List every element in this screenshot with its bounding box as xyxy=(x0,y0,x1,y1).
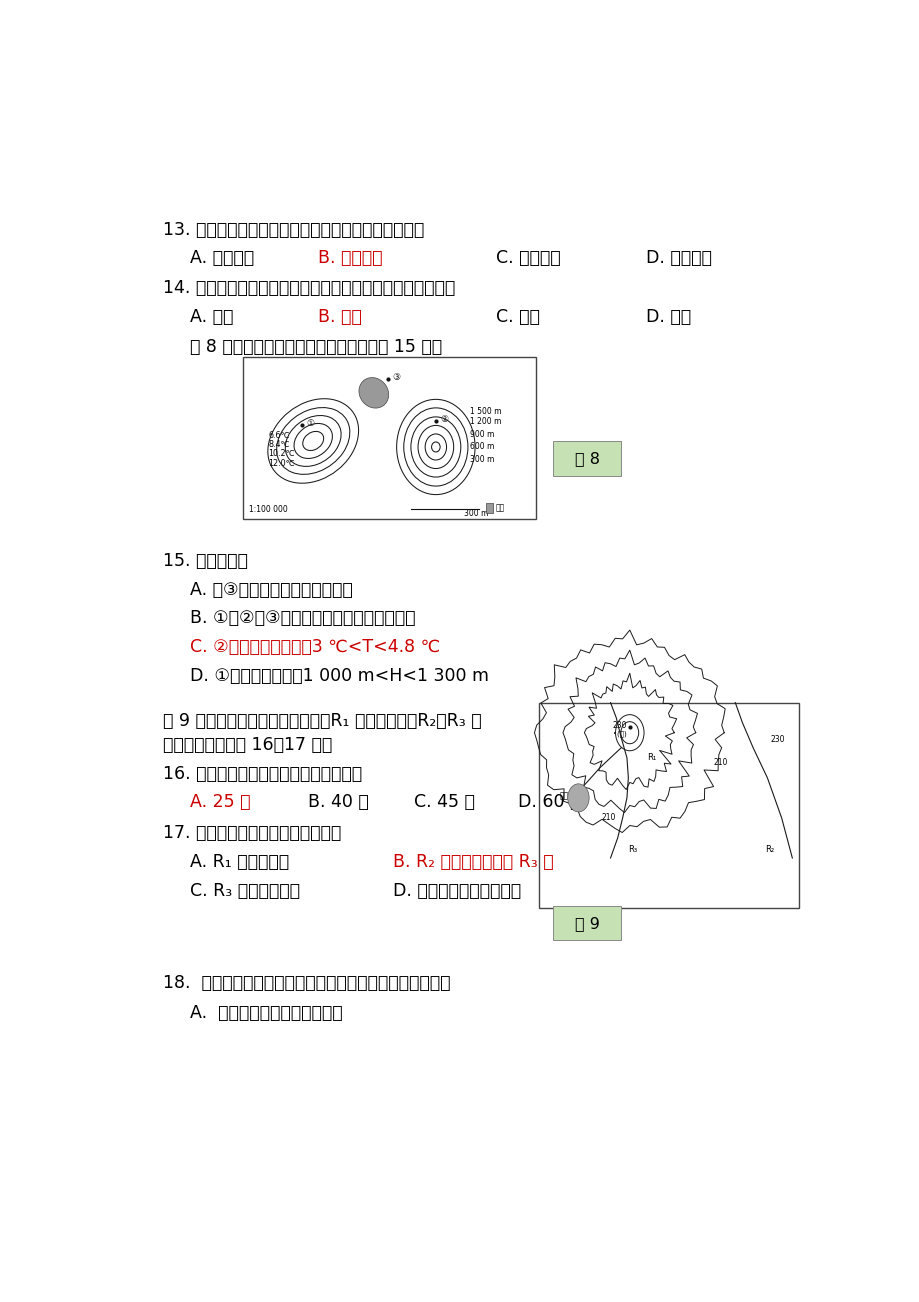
Text: 1:100 000: 1:100 000 xyxy=(249,505,288,513)
Text: 210: 210 xyxy=(713,758,728,767)
Text: ①: ① xyxy=(306,419,314,428)
Text: B. 地形条件: B. 地形条件 xyxy=(318,250,382,267)
Text: •(甲): •(甲) xyxy=(612,730,626,737)
Bar xyxy=(243,357,535,519)
Text: 210: 210 xyxy=(601,814,615,823)
Bar xyxy=(552,906,620,940)
Text: ③: ③ xyxy=(391,374,400,383)
Text: ②: ② xyxy=(439,415,448,424)
Text: 8.4℃: 8.4℃ xyxy=(268,440,289,449)
Text: D. 植被分布: D. 植被分布 xyxy=(645,250,711,267)
Text: A. R₁ 可自流输水: A. R₁ 可自流输水 xyxy=(189,853,289,871)
Text: D. 洪水: D. 洪水 xyxy=(645,307,690,326)
Text: R₁: R₁ xyxy=(647,754,656,762)
Bar xyxy=(485,503,493,513)
Text: 18.  下列有关秦岭－淮河一线地理意义的叙述，正确的是：: 18. 下列有关秦岭－淮河一线地理意义的叙述，正确的是： xyxy=(164,974,450,992)
Bar xyxy=(539,703,799,909)
Text: 图 8: 图 8 xyxy=(573,450,599,466)
Text: 某村: 某村 xyxy=(560,792,569,801)
Text: 6.6℃: 6.6℃ xyxy=(268,431,289,440)
Text: A. 距海距离: A. 距海距离 xyxy=(189,250,254,267)
Text: 900 m: 900 m xyxy=(470,431,494,440)
Text: 河流。读图，回答 16～17 题：: 河流。读图，回答 16～17 题： xyxy=(164,736,333,754)
Text: 1 200 m: 1 200 m xyxy=(470,418,501,427)
Text: 15. 图示区域：: 15. 图示区域： xyxy=(164,552,248,570)
Text: D. ①点海拔范围为：1 000 m<H<1 300 m: D. ①点海拔范围为：1 000 m<H<1 300 m xyxy=(189,667,488,685)
Text: 600 m: 600 m xyxy=(470,443,494,452)
Text: 图 9: 图 9 xyxy=(574,915,599,931)
Text: C. R₃ 河可能有凌汛: C. R₃ 河可能有凌汛 xyxy=(189,881,300,900)
Text: 230: 230 xyxy=(612,721,627,730)
Text: B. 冻害: B. 冻害 xyxy=(318,307,361,326)
Text: 14. 乙地所在地形区春季影响农作物生长的突出自然灾害是：: 14. 乙地所在地形区春季影响农作物生长的突出自然灾害是： xyxy=(164,279,455,297)
Text: 300 m: 300 m xyxy=(464,509,488,518)
Text: D. 自然植被是常绿阔叶林: D. 自然植被是常绿阔叶林 xyxy=(392,881,521,900)
Text: C. ②地温度值范围为：3 ℃<T<4.8 ℃: C. ②地温度值范围为：3 ℃<T<4.8 ℃ xyxy=(189,638,439,656)
Text: 12.0℃: 12.0℃ xyxy=(268,458,295,467)
Text: D. 60 米: D. 60 米 xyxy=(517,793,580,811)
Text: B. ①、②、③三处地表水无法汇入图中湖泊: B. ①、②、③三处地表水无法汇入图中湖泊 xyxy=(189,609,414,628)
Text: 10.2℃: 10.2℃ xyxy=(268,449,295,458)
Text: 13. 与乙地相比，甲地年降水量大的主要影响因素是：: 13. 与乙地相比，甲地年降水量大的主要影响因素是： xyxy=(164,221,425,240)
Text: 230: 230 xyxy=(770,736,785,745)
Text: C. 45 米: C. 45 米 xyxy=(414,793,475,811)
Text: 图 9 为山东省某地等高线地形图，R₁ 为引水管道，R₂、R₃ 为: 图 9 为山东省某地等高线地形图，R₁ 为引水管道，R₂、R₃ 为 xyxy=(164,712,482,729)
Text: B. 40 米: B. 40 米 xyxy=(307,793,368,811)
Text: 17. 关于图示地区的说法正确的是：: 17. 关于图示地区的说法正确的是： xyxy=(164,824,341,842)
Text: A.  季风区与非季风区的分界线: A. 季风区与非季风区的分界线 xyxy=(189,1004,342,1022)
Text: 300 m: 300 m xyxy=(470,454,494,464)
Text: 16. 图中甲山与某村的相对高度可能是：: 16. 图中甲山与某村的相对高度可能是： xyxy=(164,764,362,783)
Bar xyxy=(552,441,620,477)
Text: 图 8 为某地等值线分布图。读图，回答第 15 题：: 图 8 为某地等值线分布图。读图，回答第 15 题： xyxy=(189,337,441,355)
Text: B. R₂ 河河水可能注入 R₃ 河: B. R₂ 河河水可能注入 R₃ 河 xyxy=(392,853,553,871)
Ellipse shape xyxy=(567,784,588,812)
Text: C. 局地水域: C. 局地水域 xyxy=(496,250,561,267)
Text: C. 滑坡: C. 滑坡 xyxy=(496,307,539,326)
Text: R₂: R₂ xyxy=(765,845,774,854)
Text: A. 虫害: A. 虫害 xyxy=(189,307,233,326)
Ellipse shape xyxy=(358,378,388,408)
Text: A. 25 米: A. 25 米 xyxy=(189,793,250,811)
Text: A. 在③地可以看到图中湖泊美景: A. 在③地可以看到图中湖泊美景 xyxy=(189,581,352,599)
Text: 1 500 m: 1 500 m xyxy=(470,408,501,417)
Text: R₃: R₃ xyxy=(628,845,637,854)
Text: 湖泊: 湖泊 xyxy=(495,504,505,513)
